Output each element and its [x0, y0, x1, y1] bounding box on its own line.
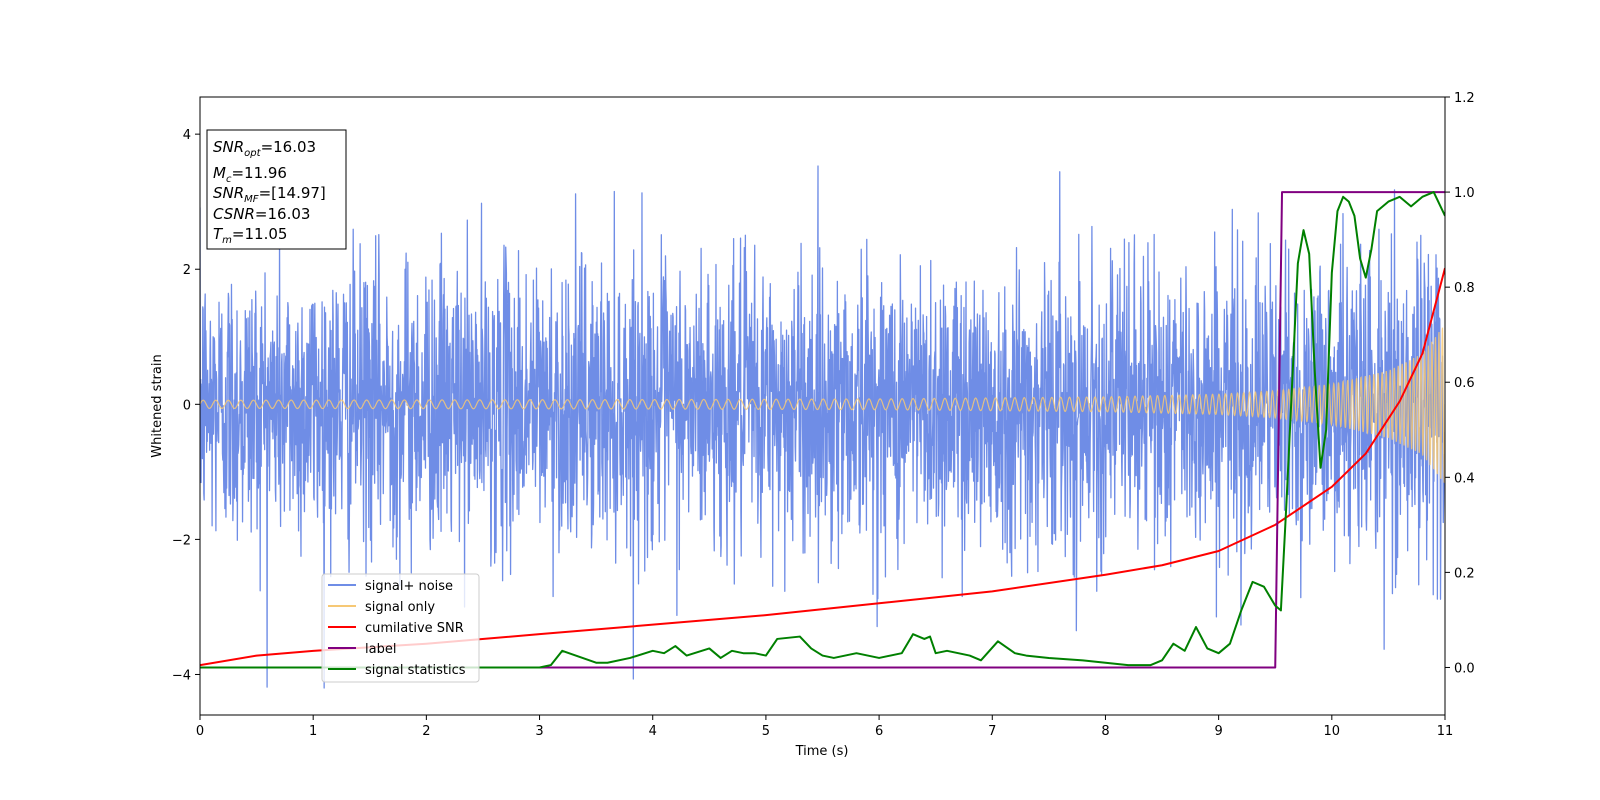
- annotation-csnr: CSNR=16.03: [213, 205, 310, 223]
- y-left-tick-label: 2: [183, 263, 191, 278]
- legend-item-signal-noise: signal+ noise: [328, 579, 453, 594]
- y-right-tick-label: 1.2: [1454, 91, 1475, 106]
- plot-frame: [199, 96, 1446, 716]
- annotation-snr-mf: SNRMF=[14.97]: [213, 184, 326, 205]
- legend-label-cumilative-snr: cumilative SNR: [365, 621, 464, 636]
- legend-label-signal-noise: signal+ noise: [365, 579, 453, 594]
- legend-item-cumilative-snr: cumilative SNR: [328, 621, 464, 636]
- x-tick-label: 0: [196, 724, 204, 739]
- y-right-tick-label: 0.8: [1454, 281, 1475, 296]
- x-axis-label: Time (s): [795, 744, 849, 759]
- legend-item-signal-statistics: signal statistics: [328, 663, 466, 678]
- y-left-axis: −4 −2 0 2 4: [172, 128, 200, 683]
- y-right-tick-label: 1.0: [1454, 186, 1475, 201]
- y-left-tick-label: −4: [172, 668, 191, 683]
- legend-frame: [321, 573, 480, 683]
- series-signal-noise: [200, 165, 1445, 689]
- annotation-snr-opt: SNRopt=16.03: [213, 138, 316, 159]
- series-label: [200, 191, 1445, 669]
- x-tick-label: 10: [1324, 724, 1341, 739]
- annotation-tm: Tm=11.05: [213, 225, 287, 246]
- x-tick-label: 8: [1101, 724, 1109, 739]
- y-left-tick-label: −2: [172, 533, 191, 548]
- y-axis-label: Whitened strain: [150, 354, 165, 457]
- y-right-tick-label: 0.0: [1454, 661, 1475, 676]
- x-tick-label: 7: [988, 724, 996, 739]
- y-right-axis: 0.0 0.2 0.4 0.6 0.8 1.0 1.2: [1445, 91, 1475, 676]
- legend-label-signal-statistics: signal statistics: [365, 663, 466, 678]
- x-tick-label: 3: [535, 724, 543, 739]
- y-right-tick-label: 0.2: [1454, 566, 1475, 581]
- annotation-box: SNRopt=16.03 Mc=11.96 SNRMF=[14.97] CSNR…: [206, 129, 347, 250]
- legend-item-signal-only: signal only: [328, 600, 435, 615]
- x-tick-label: 1: [309, 724, 317, 739]
- y-right-tick-label: 0.4: [1454, 471, 1475, 486]
- legend-item-label: label: [328, 642, 396, 657]
- y-left-tick-label: 4: [183, 128, 191, 143]
- x-tick-label: 4: [649, 724, 657, 739]
- series-signal-statistics: [200, 191, 1445, 669]
- annotation-mc: Mc=11.96: [213, 164, 287, 185]
- y-left-tick-label: 0: [183, 398, 191, 413]
- x-tick-label: 9: [1214, 724, 1222, 739]
- x-tick-label: 5: [762, 724, 770, 739]
- x-axis: 0 1 2 3 4 5 6 7 8 9 10 11: [196, 715, 1453, 739]
- x-tick-label: 6: [875, 724, 883, 739]
- series-signal-only: [200, 327, 1445, 483]
- annotation-frame: [206, 129, 347, 250]
- y-right-tick-label: 0.6: [1454, 376, 1475, 391]
- legend-label-label: label: [365, 642, 396, 657]
- x-tick-label: 2: [422, 724, 430, 739]
- legend: signal+ noise signal only cumilative SNR…: [321, 573, 480, 683]
- legend-label-signal-only: signal only: [365, 600, 435, 615]
- x-tick-label: 11: [1437, 724, 1454, 739]
